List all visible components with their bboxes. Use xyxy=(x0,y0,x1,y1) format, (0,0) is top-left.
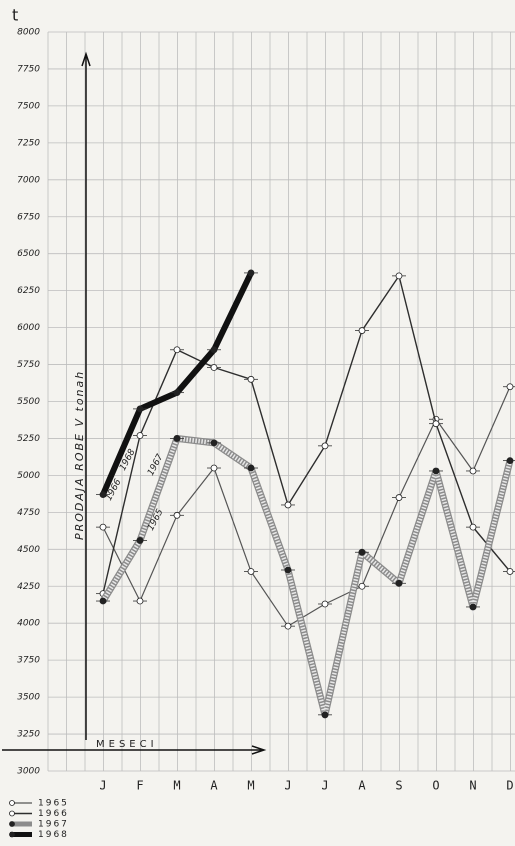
y-tick-label: 3000 xyxy=(17,767,40,777)
point xyxy=(173,435,181,442)
point xyxy=(247,375,255,383)
y-tick-label: 3750 xyxy=(17,656,40,666)
y-tick-label: 7750 xyxy=(17,64,40,74)
point xyxy=(247,464,255,472)
point xyxy=(321,711,329,719)
y-unit-label: t xyxy=(12,6,18,25)
x-tick-label: J xyxy=(99,779,106,793)
point xyxy=(284,501,292,509)
point xyxy=(136,432,144,439)
series-line xyxy=(102,386,511,627)
x-tick-label: D xyxy=(506,779,513,793)
x-tick-label: M xyxy=(173,779,180,793)
point xyxy=(469,523,477,531)
point xyxy=(284,622,292,630)
y-tick-label: 4750 xyxy=(17,508,40,518)
legend-label: 1966 xyxy=(38,809,69,819)
point xyxy=(136,597,144,605)
point xyxy=(210,364,218,371)
point xyxy=(173,511,181,519)
legend-label: 1968 xyxy=(38,830,69,840)
y-tick-label: 5250 xyxy=(17,434,40,444)
y-tick-label: 6750 xyxy=(17,212,40,222)
legend-marker xyxy=(9,821,15,827)
x-axis-title: MESECI xyxy=(96,739,158,750)
y-tick-label: 6250 xyxy=(17,286,40,296)
x-tick-label: N xyxy=(469,779,476,793)
y-tick-label: 4000 xyxy=(17,619,40,629)
hatch-overlay xyxy=(101,436,513,716)
point xyxy=(136,537,144,544)
point xyxy=(210,346,218,354)
point xyxy=(358,582,366,590)
y-tick-label: 5000 xyxy=(17,471,40,481)
point xyxy=(506,383,514,391)
y-tick-label: 7000 xyxy=(17,175,40,185)
point xyxy=(247,269,255,277)
y-tick-label: 7500 xyxy=(17,101,40,111)
point xyxy=(173,389,181,397)
point xyxy=(321,600,329,608)
point xyxy=(432,467,440,475)
x-tick-label: A xyxy=(358,779,366,793)
point xyxy=(395,272,403,280)
point xyxy=(506,457,514,465)
point xyxy=(469,467,477,475)
x-tick-label: M xyxy=(247,779,254,793)
point xyxy=(210,464,218,472)
legend-marker xyxy=(9,831,15,838)
x-tick-label: O xyxy=(432,779,439,793)
point xyxy=(506,568,514,575)
x-tick-label: A xyxy=(210,779,218,793)
y-tick-label: 8000 xyxy=(17,28,40,38)
x-tick-label: S xyxy=(395,779,402,793)
x-tick-label: F xyxy=(136,779,143,793)
legend-label: 1967 xyxy=(38,820,69,830)
y-tick-label: 3250 xyxy=(17,730,40,740)
point xyxy=(99,523,107,531)
point xyxy=(247,568,255,575)
point xyxy=(284,566,292,574)
point xyxy=(136,405,144,413)
y-tick-label: 5500 xyxy=(17,397,40,407)
series-line xyxy=(102,275,511,594)
point xyxy=(173,346,181,354)
point xyxy=(210,439,218,447)
y-axis-title: PRODAJA ROBE V tonah xyxy=(73,370,86,540)
point xyxy=(321,442,329,450)
point xyxy=(395,494,403,501)
point xyxy=(99,597,107,605)
x-tick-label: J xyxy=(321,779,328,793)
legend-label: 1965 xyxy=(38,799,69,809)
point xyxy=(99,491,107,499)
point xyxy=(358,548,366,556)
y-arrow-head xyxy=(81,51,91,67)
y-tick-label: 5750 xyxy=(17,360,40,370)
point xyxy=(395,579,403,587)
y-tick-label: 4250 xyxy=(17,582,40,592)
x-arrow-head xyxy=(251,745,267,755)
y-tick-label: 4500 xyxy=(17,545,40,555)
legend-marker xyxy=(9,800,15,806)
point xyxy=(358,327,366,334)
y-tick-label: 3500 xyxy=(17,693,40,703)
y-tick-label: 6500 xyxy=(17,249,40,259)
y-tick-label: 6000 xyxy=(17,323,40,333)
y-tick-label: 7250 xyxy=(17,138,40,148)
legend-marker xyxy=(9,810,15,817)
point xyxy=(432,420,440,428)
x-tick-label: J xyxy=(284,779,291,793)
point xyxy=(469,603,477,611)
